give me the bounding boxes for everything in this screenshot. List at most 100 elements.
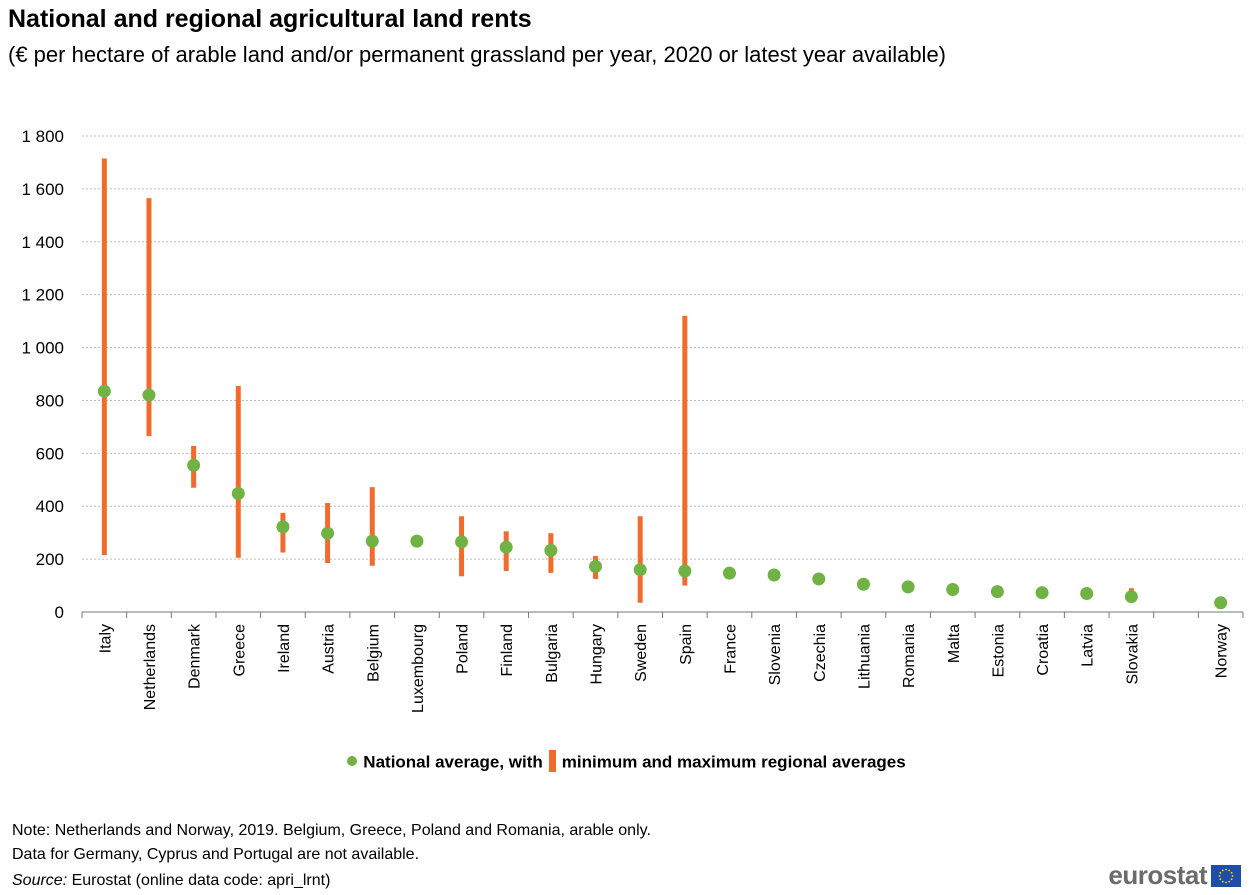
average-dot bbox=[1214, 596, 1228, 610]
y-tick-label: 1 800 bbox=[21, 127, 64, 146]
flag-star bbox=[1230, 871, 1233, 874]
x-tick-label: Czechia bbox=[812, 624, 829, 682]
x-tick-label: Austria bbox=[321, 624, 338, 674]
average-dot bbox=[231, 487, 245, 501]
x-tick-label: Spain bbox=[678, 624, 695, 665]
average-dot bbox=[1080, 586, 1094, 600]
note-line-2: Data for Germany, Cyprus and Portugal ar… bbox=[12, 846, 420, 863]
range-bar bbox=[146, 198, 152, 437]
average-dot bbox=[142, 388, 156, 402]
average-dot bbox=[1035, 586, 1049, 600]
eurostat-wordmark: eurostat bbox=[1108, 860, 1207, 890]
y-axis-ticks: 0 200 400 600 800 1 000 1 200 1 400 1 600 1 800 bbox=[21, 127, 64, 622]
eurostat-logo: eurostat bbox=[1108, 860, 1241, 891]
y-tick-label: 1 200 bbox=[21, 286, 64, 305]
y-tick-label: 600 bbox=[36, 444, 64, 463]
average-dot bbox=[767, 568, 781, 582]
source-line: Source: Eurostat (online data code: apri… bbox=[12, 872, 330, 890]
x-tick-label: Finland bbox=[499, 624, 516, 676]
average-dot bbox=[678, 564, 692, 578]
legend: National average, with minimum and maximu… bbox=[0, 750, 1253, 774]
x-tick-label: Bulgaria bbox=[544, 624, 561, 683]
average-dot bbox=[633, 563, 647, 577]
average-dot bbox=[410, 534, 424, 548]
x-tick-label: Ireland bbox=[276, 624, 293, 673]
range-bar bbox=[682, 315, 688, 586]
range-bar bbox=[235, 385, 241, 558]
x-tick-label: Norway bbox=[1214, 624, 1231, 678]
flag-star bbox=[1225, 881, 1227, 883]
x-tick-label: Slovenia bbox=[767, 624, 784, 685]
average-dot bbox=[946, 583, 960, 597]
y-tick-label: 1 000 bbox=[21, 339, 64, 358]
source-label: Source: bbox=[12, 872, 68, 889]
source-text: Eurostat (online data code: apri_lrnt) bbox=[67, 872, 331, 889]
x-axis bbox=[81, 611, 1244, 618]
range-bars bbox=[101, 158, 1134, 603]
x-tick-label: Sweden bbox=[633, 624, 650, 682]
average-dot bbox=[97, 384, 111, 398]
average-dot bbox=[901, 580, 915, 594]
y-tick-label: 800 bbox=[36, 391, 64, 410]
range-bar bbox=[637, 516, 643, 603]
average-dot bbox=[187, 458, 201, 472]
average-dot bbox=[990, 585, 1004, 599]
flag-star bbox=[1228, 868, 1231, 871]
average-dot bbox=[499, 540, 513, 554]
x-tick-label: Hungary bbox=[589, 624, 606, 684]
eu-flag-icon bbox=[1211, 864, 1241, 887]
legend-label-average: National average, with bbox=[363, 752, 543, 772]
x-axis-labels: Italy Netherlands Denmark Greece Ireland Aust… bbox=[97, 623, 1230, 713]
average-dot bbox=[321, 526, 335, 540]
flag-star bbox=[1219, 871, 1222, 874]
chart-subtitle: (€ per hectare of arable land and/or per… bbox=[8, 42, 947, 67]
x-tick-label: Latvia bbox=[1080, 624, 1097, 667]
y-tick-label: 200 bbox=[36, 550, 64, 569]
x-tick-label: Slovakia bbox=[1124, 624, 1141, 685]
y-tick-label: 0 bbox=[55, 603, 64, 622]
average-dot bbox=[365, 534, 379, 548]
average-dot bbox=[812, 572, 826, 586]
chart-title: National and regional agricultural land … bbox=[8, 5, 532, 33]
average-dot bbox=[455, 535, 469, 549]
flag-star bbox=[1228, 880, 1231, 883]
range-bar bbox=[369, 487, 375, 566]
x-tick-label: Estonia bbox=[990, 624, 1007, 677]
legend-bar-swatch bbox=[548, 750, 556, 772]
flag-star bbox=[1225, 868, 1227, 870]
legend-label-range: minimum and maximum regional averages bbox=[561, 752, 906, 772]
range-bar bbox=[101, 158, 107, 556]
legend-dot-swatch bbox=[347, 756, 358, 766]
x-tick-label: Croatia bbox=[1035, 624, 1052, 676]
x-tick-label: Malta bbox=[946, 624, 963, 663]
flag-star bbox=[1231, 874, 1234, 877]
flag-star bbox=[1221, 880, 1224, 883]
x-tick-label: Luxembourg bbox=[410, 624, 427, 713]
average-dot bbox=[722, 566, 736, 580]
average-dot bbox=[544, 543, 558, 557]
x-tick-label: Belgium bbox=[365, 624, 382, 682]
flag-star bbox=[1221, 868, 1224, 871]
average-dot bbox=[1124, 590, 1138, 604]
y-tick-label: 400 bbox=[36, 497, 64, 516]
x-tick-label: Denmark bbox=[187, 623, 204, 689]
x-tick-label: Greece bbox=[231, 624, 248, 677]
average-dot bbox=[856, 577, 870, 591]
chart-plot: 0 200 400 600 800 1 000 1 200 1 400 1 600 1 800 I… bbox=[21, 127, 1244, 713]
x-tick-label: Lithuania bbox=[856, 624, 873, 689]
x-tick-label: Italy bbox=[97, 624, 114, 653]
note-line-1: Note: Netherlands and Norway, 2019. Belg… bbox=[12, 822, 651, 839]
x-tick-label: Poland bbox=[455, 624, 472, 674]
average-dot bbox=[276, 520, 290, 534]
grid-lines bbox=[82, 135, 1243, 560]
flag-star bbox=[1219, 877, 1222, 880]
x-tick-label: Netherlands bbox=[142, 624, 159, 710]
x-tick-label: France bbox=[722, 624, 739, 674]
x-tick-label: Romania bbox=[901, 624, 918, 688]
average-dots bbox=[97, 384, 1228, 610]
y-tick-label: 1 400 bbox=[21, 233, 64, 252]
average-dot bbox=[589, 560, 603, 574]
flag-star bbox=[1218, 874, 1221, 877]
flag-star bbox=[1230, 877, 1233, 880]
y-tick-label: 1 600 bbox=[21, 180, 64, 199]
